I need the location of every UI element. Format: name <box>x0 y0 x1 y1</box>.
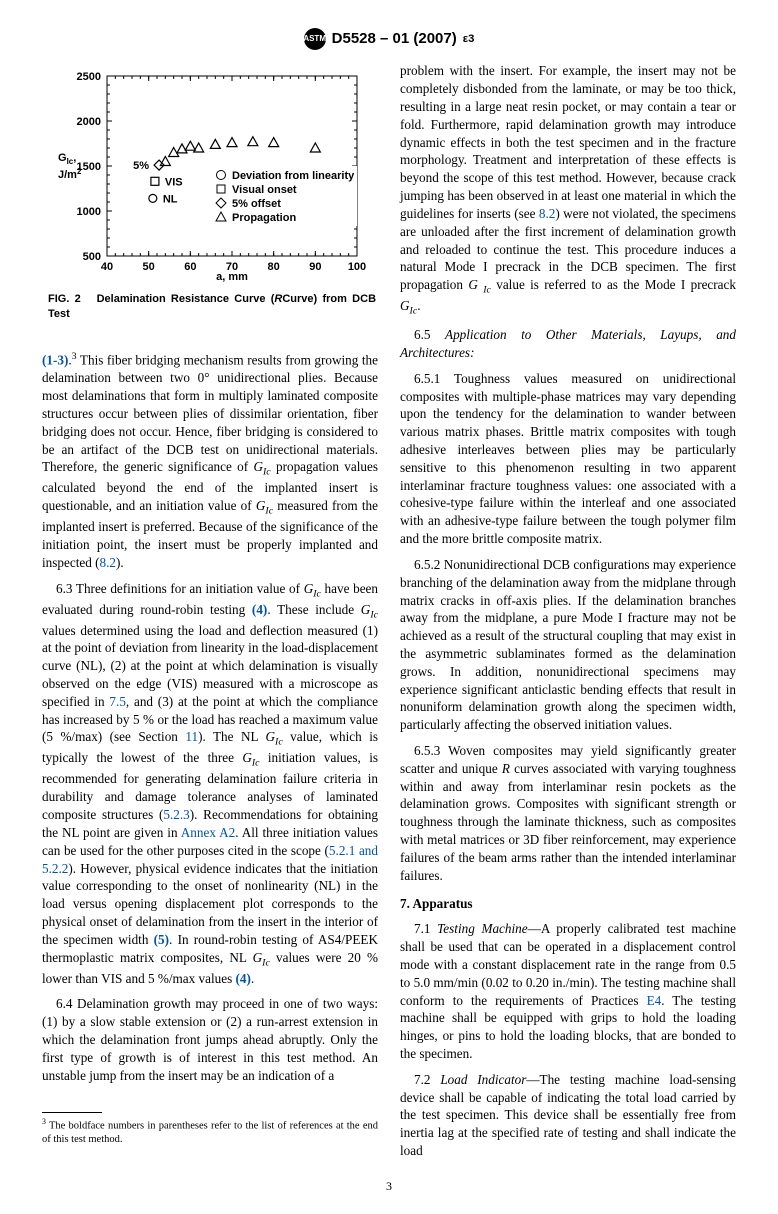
figure-caption: FIG. 2 Delamination Resistance Curve (RC… <box>48 292 376 322</box>
svg-text:5% offset: 5% offset <box>232 198 281 210</box>
footnote-rule <box>42 1112 102 1113</box>
svg-text:2500: 2500 <box>77 71 101 83</box>
svg-text:Propagation: Propagation <box>232 212 296 224</box>
section-7-heading: 7. Apparatus <box>400 895 736 913</box>
footnote-3: 3 The boldface numbers in parentheses re… <box>42 1117 378 1146</box>
para-6-5-1: 6.5.1 Toughness values measured on unidi… <box>400 370 736 548</box>
svg-text:GIc,: GIc, <box>58 152 76 166</box>
svg-text:80: 80 <box>268 261 280 273</box>
svg-text:50: 50 <box>143 261 155 273</box>
page-header: ASTM D5528 – 01 (2007) ε3 <box>42 28 736 50</box>
svg-text:NL: NL <box>163 194 178 206</box>
svg-text:1000: 1000 <box>77 206 101 218</box>
svg-text:a, mm: a, mm <box>216 271 248 283</box>
astm-logo-icon: ASTM <box>304 28 326 50</box>
svg-text:500: 500 <box>83 251 101 263</box>
svg-text:60: 60 <box>184 261 196 273</box>
para-7-2: 7.2 Load Indicator—The testing machine l… <box>400 1071 736 1160</box>
svg-text:Visual onset: Visual onset <box>232 184 297 196</box>
page-number: 3 <box>42 1178 736 1194</box>
doc-id: D5528 – 01 (2007) <box>332 29 457 49</box>
doc-sup: ε3 <box>463 32 475 47</box>
para-6-4: 6.4 Delamination growth may proceed in o… <box>42 995 378 1084</box>
two-column-layout: 405060708090100 5001000150020002500 5%VI… <box>42 62 736 1160</box>
figure-2-chart: 405060708090100 5001000150020002500 5%VI… <box>42 62 378 342</box>
svg-text:VIS: VIS <box>165 177 183 189</box>
chart-svg: 405060708090100 5001000150020002500 5%VI… <box>52 66 372 286</box>
svg-text:Deviation from linearity: Deviation from linearity <box>232 170 355 182</box>
para-6-5-3: 6.5.3 Woven composites may yield signifi… <box>400 742 736 885</box>
svg-text:2000: 2000 <box>77 116 101 128</box>
para-6-5: 6.5 Application to Other Materials, Layu… <box>400 326 736 362</box>
para-6-3: 6.3 Three definitions for an initiation … <box>42 580 378 988</box>
para-1-3: (1-3).3 This fiber bridging mechanism re… <box>42 350 378 572</box>
svg-text:J/m2: J/m2 <box>58 167 82 181</box>
svg-text:5%: 5% <box>133 161 149 173</box>
right-column: problem with the insert. For example, th… <box>400 62 736 1160</box>
svg-text:90: 90 <box>309 261 321 273</box>
para-7-1: 7.1 Testing Machine—A properly calibrate… <box>400 920 736 1063</box>
para-6-4-cont: problem with the insert. For example, th… <box>400 62 736 318</box>
svg-text:40: 40 <box>101 261 113 273</box>
left-column: 405060708090100 5001000150020002500 5%VI… <box>42 62 378 1160</box>
para-6-5-2: 6.5.2 Nonunidirectional DCB configuratio… <box>400 556 736 734</box>
svg-text:100: 100 <box>348 261 366 273</box>
